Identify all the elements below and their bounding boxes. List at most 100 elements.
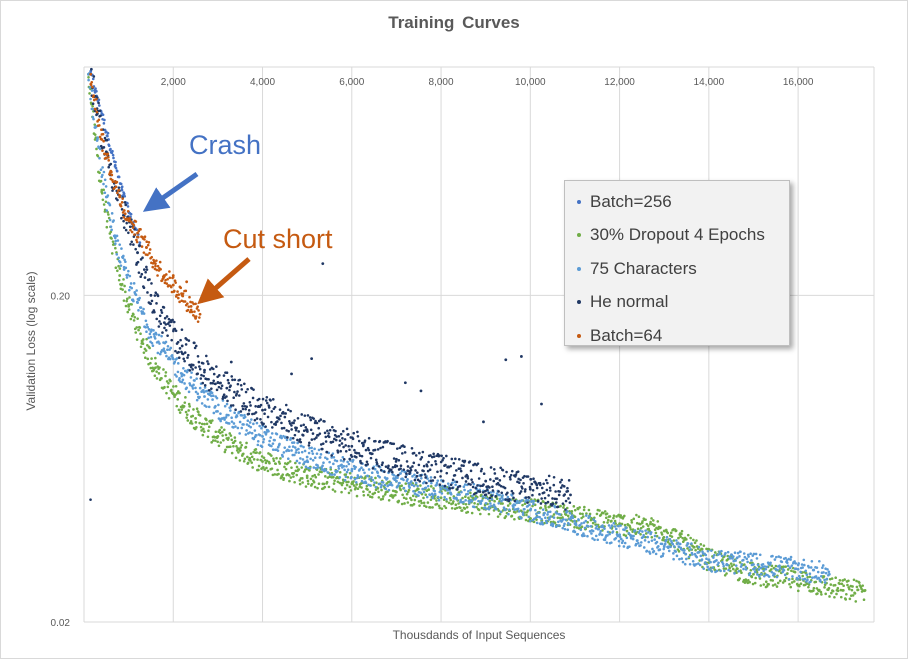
- data-point: [139, 332, 142, 336]
- data-point: [488, 486, 491, 489]
- data-point: [577, 518, 580, 522]
- data-point: [477, 508, 481, 512]
- data-point: [463, 459, 467, 463]
- data-point: [595, 524, 599, 528]
- data-point: [568, 509, 571, 513]
- data-point: [442, 498, 446, 502]
- data-point: [291, 436, 295, 440]
- data-point: [469, 469, 473, 473]
- data-point: [242, 402, 246, 405]
- data-point: [205, 422, 209, 426]
- data-point: [134, 247, 137, 251]
- data-point: [461, 476, 464, 480]
- data-point: [373, 481, 376, 484]
- data-point: [381, 461, 384, 465]
- data-point: [627, 531, 631, 535]
- data-point: [276, 445, 280, 449]
- data-point: [278, 417, 281, 421]
- data-point: [511, 492, 515, 495]
- data-point: [653, 534, 657, 538]
- data-point: [602, 511, 605, 515]
- data-point: [127, 231, 130, 235]
- data-point: [459, 469, 463, 473]
- data-point: [392, 473, 396, 477]
- data-point: [293, 433, 297, 437]
- outlier-point: [520, 355, 523, 358]
- data-point: [326, 429, 329, 433]
- data-point: [530, 499, 534, 503]
- data-point: [225, 395, 228, 398]
- data-point: [462, 500, 465, 504]
- data-point: [406, 478, 409, 481]
- data-point: [823, 578, 826, 582]
- data-point: [133, 233, 136, 236]
- data-point: [792, 580, 796, 583]
- data-point: [449, 464, 452, 468]
- data-point: [305, 428, 309, 431]
- data-point: [413, 478, 417, 482]
- data-point: [414, 454, 418, 457]
- data-point: [340, 463, 343, 467]
- data-point: [121, 288, 124, 291]
- data-point: [181, 292, 185, 295]
- data-point: [369, 484, 372, 487]
- data-point: [370, 495, 374, 499]
- data-point: [103, 136, 107, 140]
- outlier-point: [310, 357, 314, 361]
- data-point: [750, 559, 753, 562]
- data-point: [114, 239, 118, 243]
- data-point: [379, 446, 382, 450]
- data-point: [861, 584, 865, 587]
- data-point: [603, 527, 606, 530]
- data-point: [419, 484, 422, 487]
- data-point: [261, 397, 265, 401]
- data-point: [514, 508, 518, 511]
- data-point: [430, 463, 434, 467]
- data-point: [239, 410, 243, 413]
- data-point: [123, 284, 126, 288]
- data-point: [365, 460, 369, 464]
- data-point: [252, 458, 256, 461]
- data-point: [784, 556, 787, 560]
- data-point: [344, 473, 348, 476]
- data-point: [163, 316, 167, 320]
- data-point: [146, 243, 150, 247]
- data-point: [440, 507, 444, 510]
- data-point: [321, 447, 324, 451]
- data-point: [568, 501, 572, 504]
- data-point: [715, 569, 719, 573]
- data-point: [132, 319, 136, 322]
- legend-marker-icon: [577, 199, 581, 204]
- data-point: [370, 471, 374, 475]
- data-point: [307, 444, 311, 447]
- data-point: [567, 479, 571, 482]
- data-point: [185, 413, 189, 416]
- data-point: [543, 511, 546, 515]
- data-point: [228, 388, 231, 392]
- data-point: [660, 542, 664, 546]
- data-point: [332, 482, 336, 485]
- data-point: [335, 459, 339, 463]
- data-point: [295, 473, 299, 477]
- data-point: [542, 482, 545, 486]
- data-point: [340, 483, 344, 487]
- data-point: [130, 303, 133, 306]
- data-point: [623, 523, 627, 527]
- data-point: [674, 550, 677, 553]
- data-point: [462, 464, 465, 467]
- data-point: [141, 342, 145, 346]
- data-point: [594, 527, 598, 530]
- data-point: [250, 461, 254, 464]
- data-point: [143, 356, 147, 359]
- data-point: [338, 444, 341, 447]
- data-point: [519, 490, 523, 493]
- data-point: [451, 478, 455, 482]
- data-point: [177, 408, 181, 412]
- data-point: [460, 509, 464, 512]
- data-point: [334, 429, 337, 433]
- data-point: [330, 456, 333, 459]
- data-point: [710, 570, 714, 573]
- data-point: [402, 478, 405, 482]
- data-point: [109, 225, 113, 228]
- data-point: [518, 492, 522, 495]
